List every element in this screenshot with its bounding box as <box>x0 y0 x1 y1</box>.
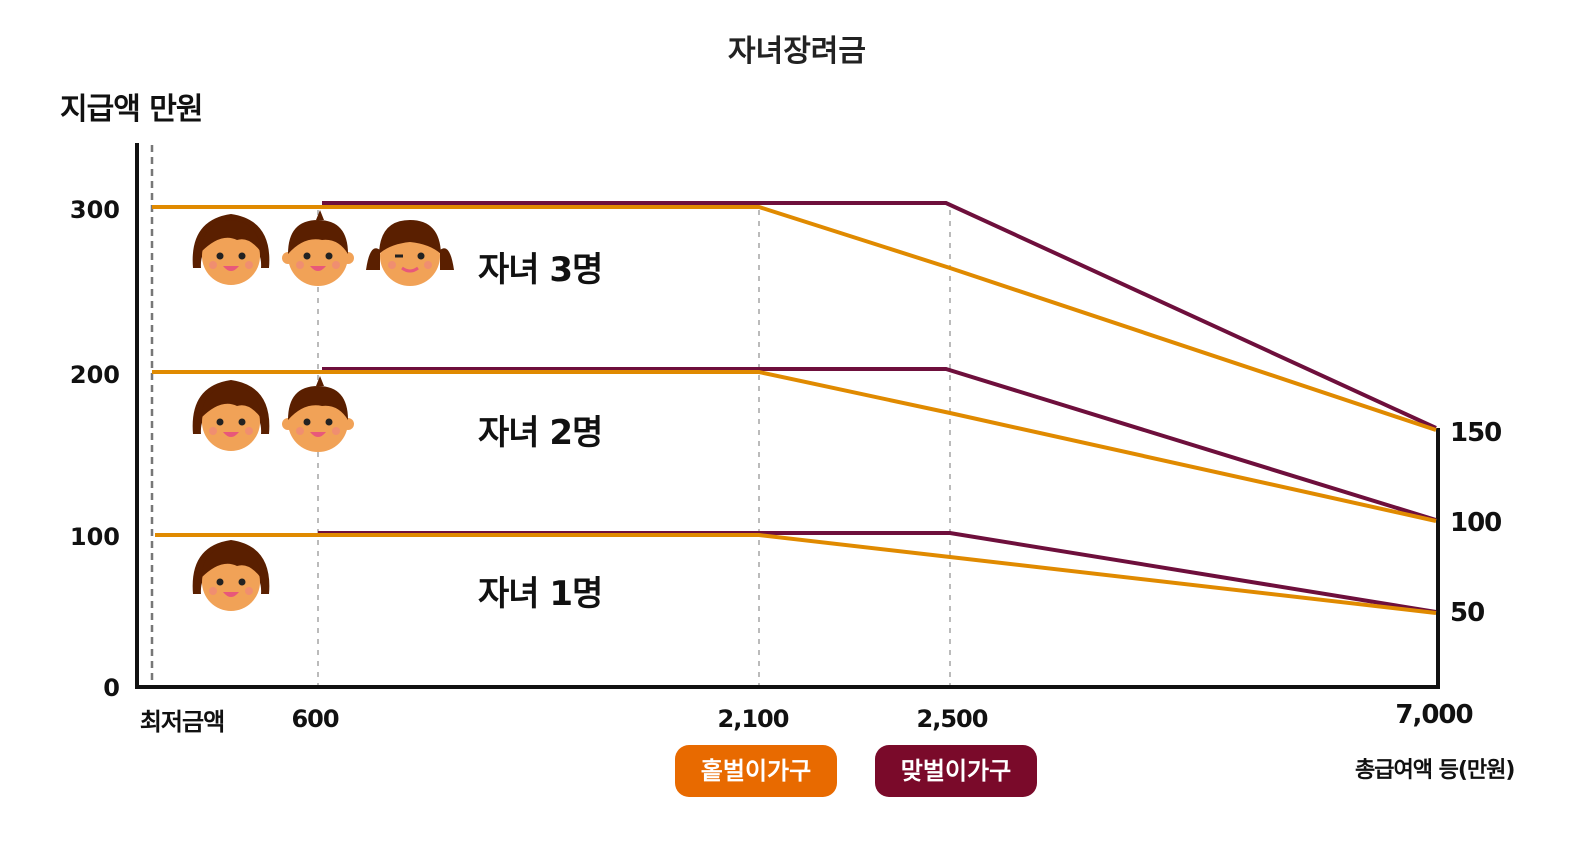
group-label-3-children: 자녀 3명 <box>478 250 603 290</box>
x-axis-title: 총급여액 등(만원) <box>1355 758 1515 783</box>
y-tick-200: 200 <box>69 361 120 389</box>
legend-dual-income: 맞벌이가구 <box>875 745 1037 797</box>
x-tick-7000: 7,000 <box>1395 700 1473 730</box>
y-tick-300: 300 <box>69 196 120 224</box>
y-tick-0: 0 <box>103 674 120 702</box>
line-dual-3 <box>322 201 1437 430</box>
x-tick-2100: 2,100 <box>717 705 790 733</box>
line-single-2 <box>152 370 1437 523</box>
right-tick-150: 150 <box>1450 418 1502 448</box>
x-tick-600: 600 <box>291 705 339 733</box>
line-single-3 <box>152 205 1437 432</box>
children-icons-3 <box>192 210 456 288</box>
right-tick-50: 50 <box>1450 598 1485 628</box>
children-icons-1 <box>192 540 270 611</box>
y-tick-100: 100 <box>69 523 120 551</box>
y-axis-title: 지급액 만원 <box>60 92 203 127</box>
group-label-1-child: 자녀 1명 <box>478 574 603 614</box>
guide-lines <box>317 210 951 687</box>
legend-single-income: 홑벌이가구 <box>675 745 837 797</box>
chart-title: 자녀장려금 <box>728 34 866 69</box>
x-tick-min: 최저금액 <box>139 708 225 736</box>
x-tick-2500: 2,500 <box>916 705 989 733</box>
group-label-2-children: 자녀 2명 <box>478 413 603 453</box>
line-dual-2 <box>322 367 1437 522</box>
line-single-1 <box>155 533 1437 615</box>
children-icons-2 <box>192 376 354 452</box>
right-tick-100: 100 <box>1450 508 1502 538</box>
